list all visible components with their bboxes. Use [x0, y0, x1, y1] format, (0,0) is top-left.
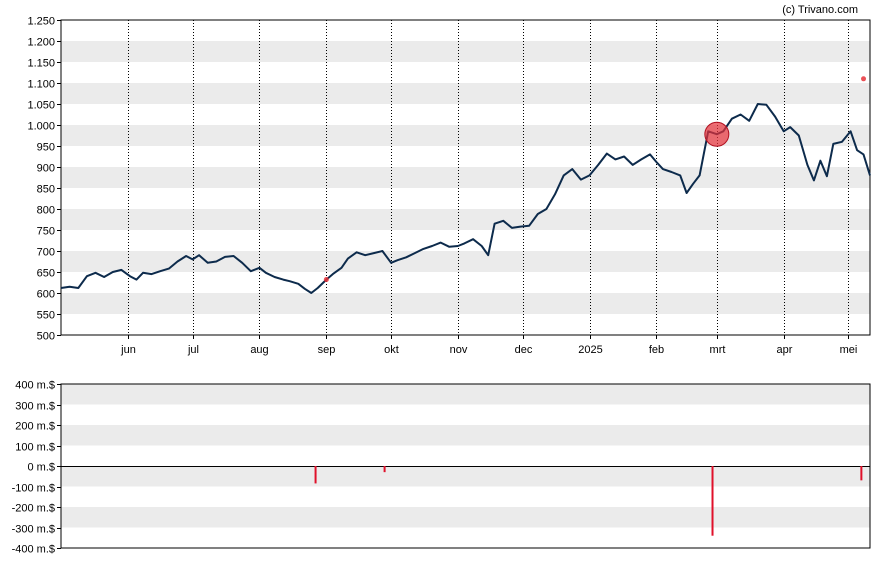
price-band [61, 41, 870, 62]
volume-y-tick-label: 400 m.$ [15, 380, 55, 392]
y-tick-label: 1.100 [27, 79, 55, 91]
volume-y-tick-label: 0 m.$ [27, 462, 55, 474]
volume-bars [314, 466, 863, 536]
price-y-axis: 500 550 600 650 700 750 800 850 900 950 1.000 1.050… [27, 16, 61, 343]
price-markers [323, 76, 867, 283]
x-tick-label: dec [515, 344, 533, 356]
price-panel: 500 550 600 650 700 750 800 850 900 950 1.000 1.050… [27, 16, 871, 356]
y-tick-label: 800 [37, 205, 55, 217]
volume-band [61, 507, 870, 528]
x-tick-label: aug [250, 344, 268, 356]
price-bands [61, 41, 870, 314]
y-tick-label: 1.000 [27, 121, 55, 133]
price-x-axis: jun jul aug sep okt nov dec 2025 feb mrt apr mei [120, 335, 857, 356]
volume-panel: -400 m.$ -300 m.$ -200 m.$ -100 m.$ 0 m.$ 100… [12, 380, 871, 556]
x-tick-label: sep [318, 344, 336, 356]
volume-y-tick-label: -300 m.$ [12, 524, 55, 536]
small-marker [861, 76, 867, 82]
y-tick-label: 600 [37, 289, 55, 301]
price-band [61, 83, 870, 104]
y-tick-label: 750 [37, 226, 55, 238]
price-band [61, 209, 870, 230]
x-tick-label: apr [777, 344, 793, 356]
volume-y-tick-label: -400 m.$ [12, 544, 55, 556]
y-tick-label: 650 [37, 268, 55, 280]
y-tick-label: 1.250 [27, 16, 55, 28]
volume-y-tick-label: 200 m.$ [15, 421, 55, 433]
y-tick-label: 1.200 [27, 37, 55, 49]
volume-bar [860, 466, 863, 481]
price-band [61, 251, 870, 272]
volume-bar [711, 466, 714, 536]
x-tick-label: jun [120, 344, 136, 356]
y-tick-label: 850 [37, 184, 55, 196]
volume-band [61, 425, 870, 446]
price-band [61, 293, 870, 314]
volume-y-tick-label: -200 m.$ [12, 503, 55, 515]
y-tick-label: 1.150 [27, 58, 55, 70]
price-band [61, 125, 870, 146]
x-tick-label: 2025 [578, 344, 602, 356]
x-tick-label: feb [649, 344, 664, 356]
x-tick-label: mrt [710, 344, 726, 356]
volume-bar [383, 466, 386, 473]
y-tick-label: 500 [37, 331, 55, 343]
volume-band [61, 384, 870, 405]
credit-text: (c) Trivano.com [782, 4, 858, 16]
y-tick-label: 550 [37, 310, 55, 322]
volume-y-tick-label: 100 m.$ [15, 442, 55, 454]
large-marker [704, 121, 730, 147]
volume-band [61, 466, 870, 487]
x-tick-label: nov [450, 344, 468, 356]
y-tick-label: 1.050 [27, 100, 55, 112]
volume-y-tick-label: 300 m.$ [15, 401, 55, 413]
small-marker [323, 277, 329, 283]
x-tick-label: mei [840, 344, 858, 356]
y-tick-label: 700 [37, 247, 55, 259]
x-tick-label: okt [384, 344, 399, 356]
y-tick-label: 950 [37, 142, 55, 154]
volume-y-axis: -400 m.$ -300 m.$ -200 m.$ -100 m.$ 0 m.$ 100… [12, 380, 61, 556]
price-line [60, 103, 871, 294]
price-band [61, 167, 870, 188]
volume-bar [314, 466, 317, 484]
x-tick-label: jul [187, 344, 199, 356]
volume-bands [61, 384, 870, 528]
volume-y-tick-label: -100 m.$ [12, 483, 55, 495]
price-frame [60, 19, 871, 336]
y-tick-label: 900 [37, 163, 55, 175]
